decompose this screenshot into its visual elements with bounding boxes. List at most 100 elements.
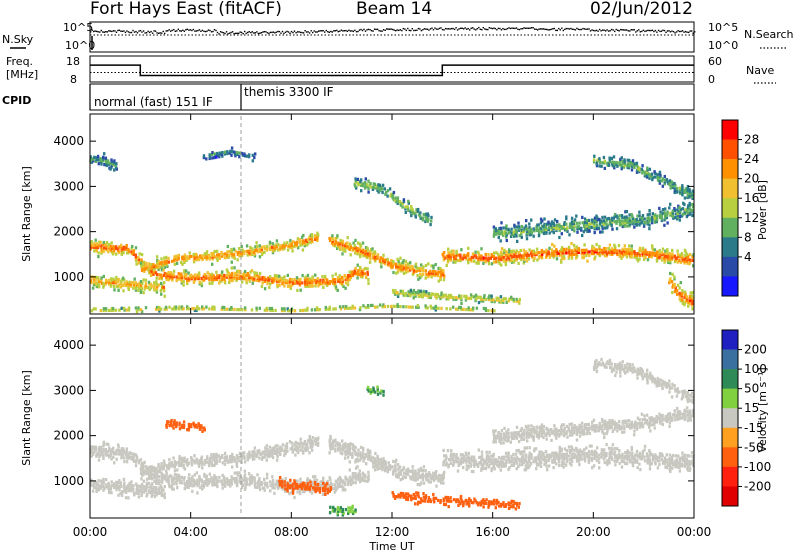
power-cell (495, 227, 497, 230)
freq-label-1: Freq. (6, 55, 33, 68)
power-cell (566, 226, 568, 229)
power-cell (246, 244, 248, 247)
nsky-point (304, 30, 305, 31)
velocity-cell (423, 465, 425, 468)
velocity-cell (414, 470, 416, 473)
velocity-cell (135, 453, 137, 456)
nsky-point (259, 33, 260, 34)
power-cell (135, 306, 137, 309)
nsky-point (329, 32, 330, 33)
velocity-cell (276, 480, 278, 483)
velocity-cell (183, 476, 185, 479)
power-cell (213, 152, 215, 155)
nsky-point (233, 33, 234, 34)
power-cell (349, 307, 351, 310)
power-cell (419, 273, 421, 276)
power-cell (362, 182, 364, 185)
power-cell (668, 206, 670, 209)
velocity-cell (598, 466, 600, 469)
power-cell (689, 253, 691, 256)
velocity-cell (362, 447, 364, 450)
velocity-cell (235, 477, 237, 480)
power-cell (500, 227, 502, 230)
nsky-point (626, 29, 627, 30)
velocity-cell (210, 476, 212, 479)
velocity-cell (374, 457, 376, 460)
nsky-point (427, 29, 428, 30)
power-cell (233, 248, 235, 251)
power-cell (656, 215, 658, 218)
velocity-cell (435, 470, 437, 473)
power-cell (558, 236, 560, 239)
velocity-cell (457, 469, 459, 472)
power-cell (417, 289, 419, 292)
nsky-point (362, 30, 363, 31)
power-cell (601, 216, 603, 219)
nsky-point (469, 29, 470, 30)
power-cell (314, 279, 316, 282)
power-cell (255, 307, 257, 310)
power-cell (97, 155, 99, 158)
power-cell (684, 291, 686, 294)
velocity-cell (226, 477, 228, 480)
power-cell (644, 221, 646, 224)
power-cell (115, 253, 117, 256)
power-cell (516, 240, 518, 243)
velocity-cell (258, 449, 260, 452)
power-cell (97, 255, 99, 258)
power-cell (563, 248, 565, 251)
velocity-cell (535, 447, 537, 450)
velocity-cell (123, 481, 125, 484)
nsky-point (407, 28, 408, 29)
nsky-point (391, 28, 392, 29)
velocity-cell (210, 453, 212, 456)
power-cell (200, 282, 202, 285)
power-cell (674, 283, 676, 286)
nsky-point (285, 32, 286, 33)
power-cell (158, 283, 160, 286)
power-cell (367, 191, 369, 194)
velocity-cell (174, 477, 176, 480)
power-cell (236, 277, 238, 280)
velocity-cell (213, 453, 215, 456)
nsky-point (613, 29, 614, 30)
power-cell (97, 276, 99, 279)
nsky-point (539, 28, 540, 29)
velocity-cell (226, 455, 228, 458)
power-cell (407, 290, 409, 293)
velocity-cell (578, 463, 580, 466)
power-cell (274, 309, 276, 312)
power-cell (248, 153, 250, 156)
nsky-point (572, 29, 573, 30)
power-cell (553, 245, 555, 248)
velocity-cell (311, 449, 313, 452)
power-cell (374, 306, 376, 309)
velocity-cell (450, 462, 452, 465)
velocity-cell (566, 453, 568, 456)
nsky-point (161, 33, 162, 34)
velocity-cell (221, 454, 223, 457)
power-cell (583, 256, 585, 259)
nsky-point (283, 33, 284, 34)
power-cell (291, 278, 293, 281)
velocity-cell (302, 450, 304, 453)
nsky-point (549, 29, 550, 30)
power-cell (233, 266, 235, 269)
power-cell (185, 269, 187, 272)
velocity-cell (165, 470, 167, 473)
nsky-point (632, 29, 633, 30)
power-cell (135, 281, 137, 284)
velocity-cell (146, 482, 148, 485)
velocity-cell (462, 453, 464, 456)
power-cell (389, 187, 391, 190)
power-cell (174, 263, 176, 266)
nsky-point (111, 31, 112, 32)
velocity-cell (140, 458, 142, 461)
nsky-point (345, 30, 346, 31)
power-cell (224, 151, 226, 154)
power-cell (205, 275, 207, 278)
power-cell (223, 274, 225, 277)
power-cell (182, 284, 184, 287)
power-cell (474, 251, 476, 254)
